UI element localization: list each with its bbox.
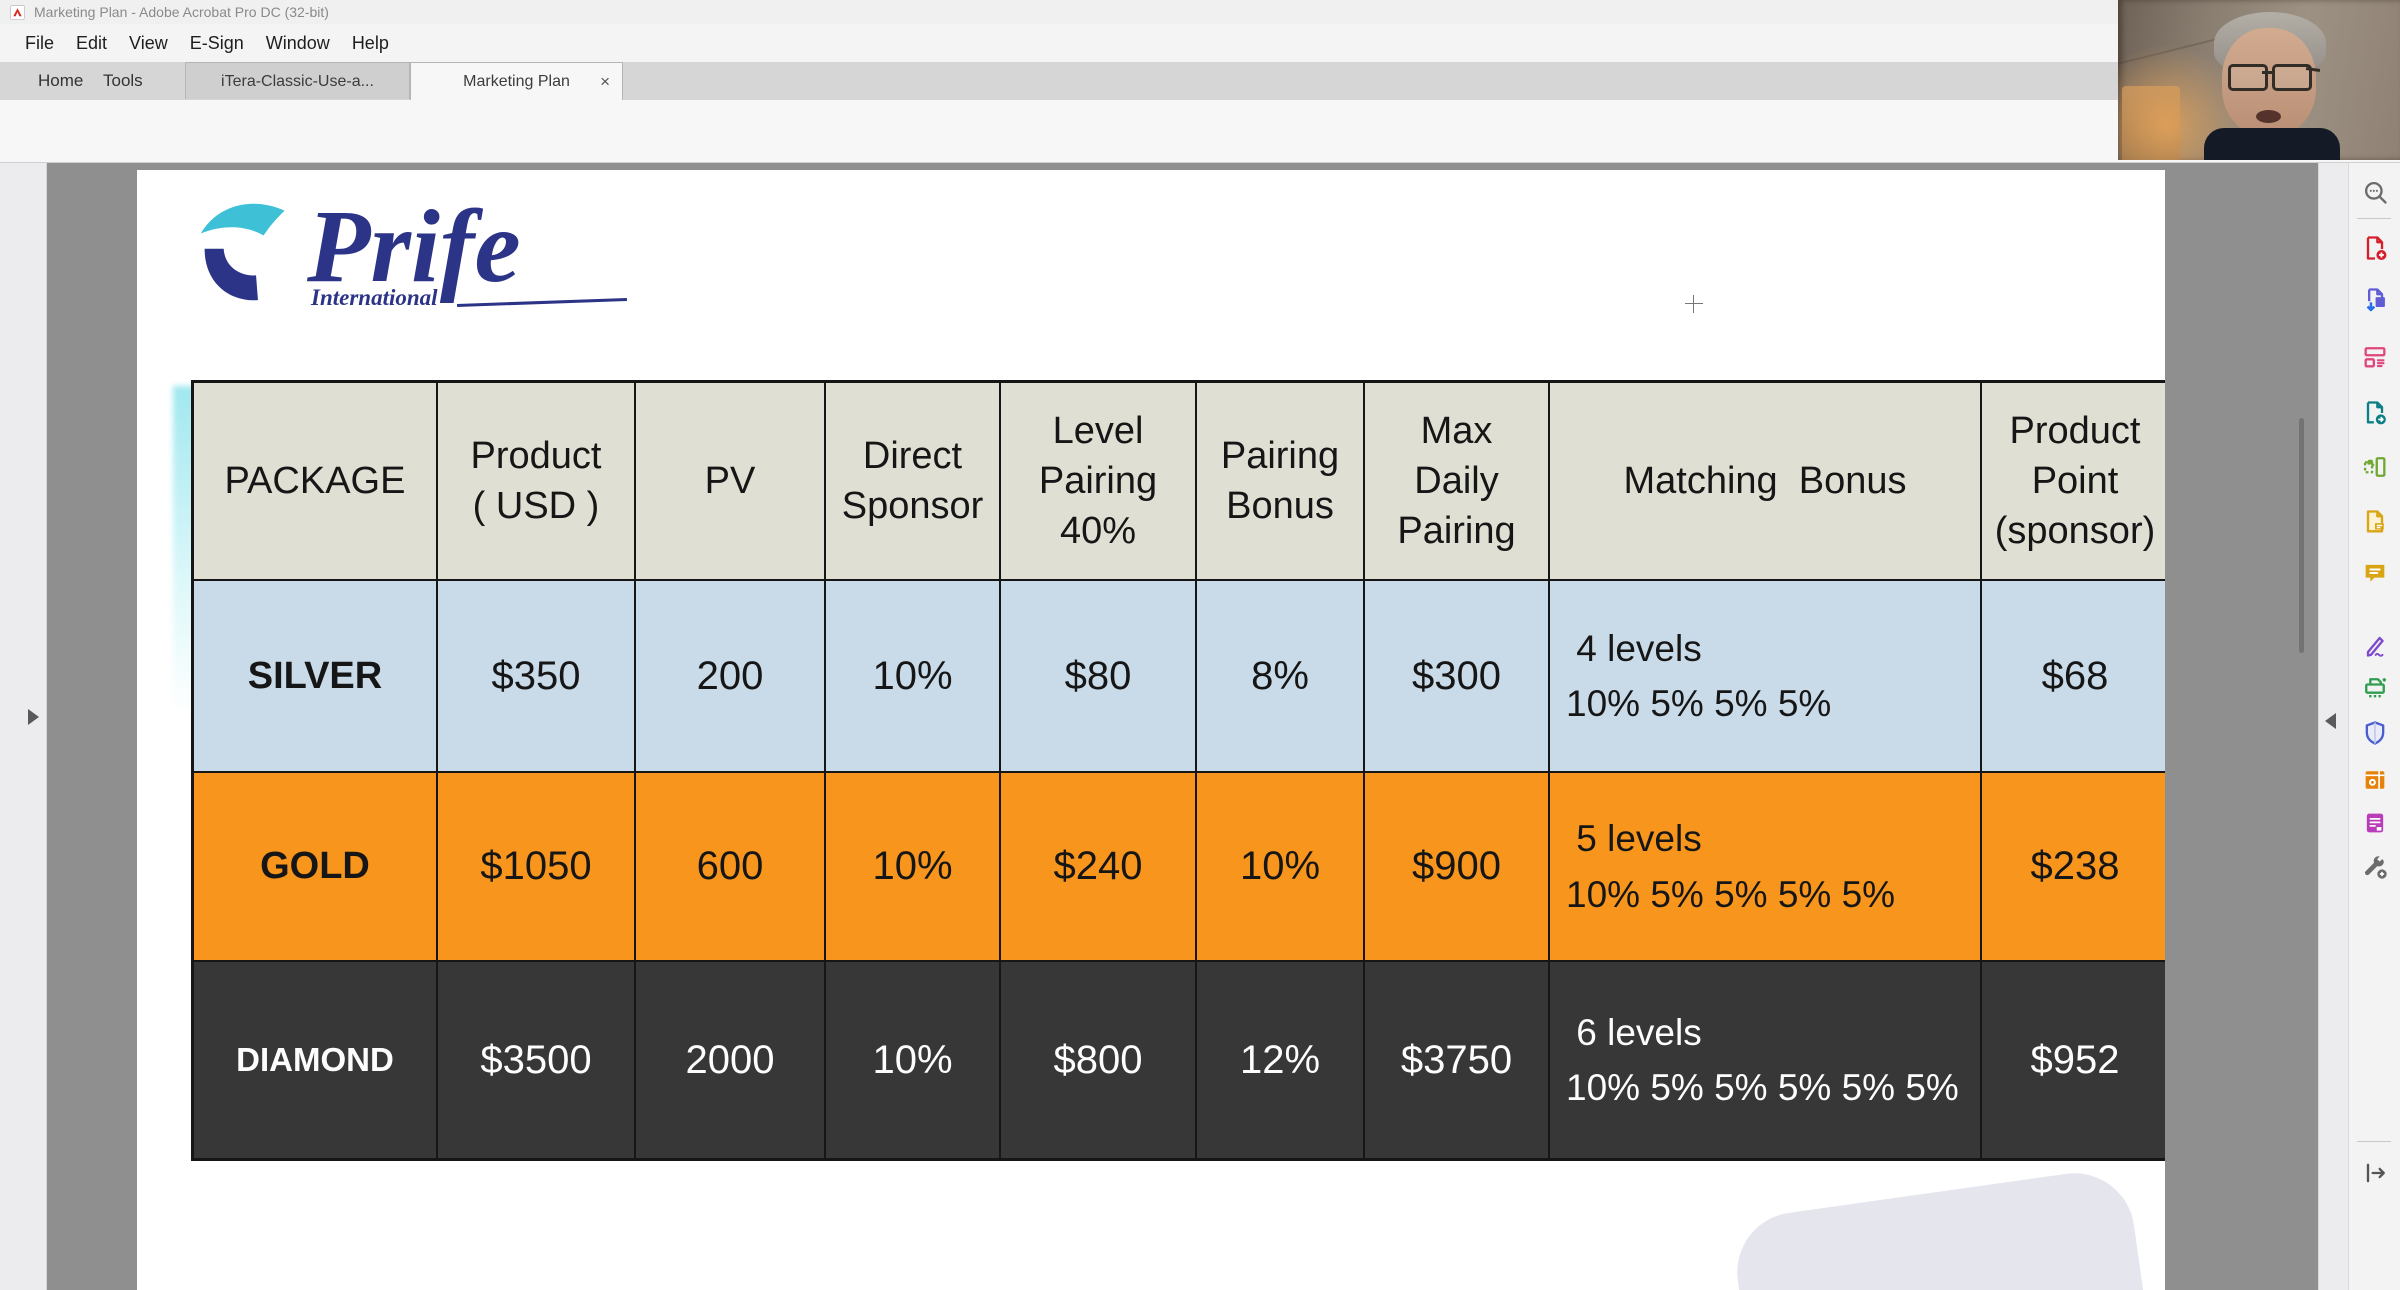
cell-level-pairing: $800 — [1001, 962, 1195, 1158]
cell-package: DIAMOND — [194, 962, 436, 1158]
tools-rail — [2348, 163, 2400, 1290]
cell-direct-sponsor: 10% — [826, 962, 999, 1158]
package-table: PACKAGE Product ( USD ) PV Direct Sponso… — [191, 380, 2165, 1161]
more-tools-icon[interactable] — [2360, 852, 2390, 882]
fill-sign-icon[interactable] — [2360, 630, 2390, 660]
presenter-mouth — [2256, 110, 2281, 123]
cell-pv: 200 — [636, 581, 824, 771]
organize-pages-icon[interactable] — [2360, 452, 2390, 482]
cell-product-point: $238 — [1982, 773, 2165, 960]
export-pdf-icon[interactable] — [2360, 285, 2390, 315]
comment-icon[interactable] — [2360, 558, 2390, 588]
table-header-row: PACKAGE Product ( USD ) PV Direct Sponso… — [194, 383, 2165, 579]
request-comments-icon[interactable] — [2360, 507, 2390, 537]
close-tab-icon[interactable]: × — [600, 72, 610, 91]
search-document-icon[interactable] — [2360, 177, 2390, 207]
vertical-scrollbar-thumb[interactable] — [2299, 418, 2304, 653]
cell-matching-bonus: 5 levels 10% 5% 5% 5% 5% — [1550, 773, 1980, 960]
document-viewport: Prife International PACKAGE Product ( US… — [0, 163, 2400, 1290]
table-row-silver: SILVER $350 200 10% $80 8% $300 4 levels… — [194, 581, 2165, 771]
doc-tab-marketing-plan-label: Marketing Plan — [463, 73, 570, 90]
acrobat-app-icon — [10, 4, 25, 20]
menu-file[interactable]: File — [25, 32, 55, 53]
header-product-point: Product Point (sponsor) — [1982, 383, 2165, 579]
main-toolbar: 4 / 13 109% — [0, 100, 2400, 250]
cell-direct-sponsor: 10% — [826, 773, 999, 960]
title-bar: Marketing Plan - Adobe Acrobat Pro DC (3… — [0, 0, 2400, 24]
glasses-lens — [2228, 64, 2268, 91]
menu-edit[interactable]: Edit — [76, 32, 108, 53]
menu-esign[interactable]: E-Sign — [189, 32, 244, 53]
cell-package: SILVER — [194, 581, 436, 771]
prife-logo: Prife International — [197, 189, 628, 314]
menu-view[interactable]: View — [129, 32, 168, 53]
right-panel-gutter[interactable] — [2318, 163, 2349, 1290]
tab-tools[interactable]: Tools — [103, 71, 143, 90]
cell-pairing-bonus: 8% — [1197, 581, 1363, 771]
cell-level-pairing: $80 — [1001, 581, 1195, 771]
rail-divider — [2357, 1141, 2391, 1142]
cell-product-point: $952 — [1982, 962, 2165, 1158]
cell-product-usd: $1050 — [438, 773, 634, 960]
page-watermark-shape — [1729, 1165, 2165, 1290]
prife-logo-swoosh — [200, 203, 285, 301]
cell-level-pairing: $240 — [1001, 773, 1195, 960]
cell-max-daily-pairing: $300 — [1365, 581, 1548, 771]
doc-tab-itera-label: iTera-Classic-Use-a... — [221, 73, 374, 90]
logo-subtitle-text: International — [311, 285, 438, 311]
rich-media-icon[interactable] — [2360, 765, 2390, 795]
glasses-bridge — [2262, 71, 2272, 74]
pdf-page: Prife International PACKAGE Product ( US… — [137, 170, 2165, 1290]
cell-package: GOLD — [194, 773, 436, 960]
webcam-overlay — [2118, 0, 2400, 160]
rail-divider — [2357, 218, 2391, 219]
logo-brand-text: Prife — [307, 189, 521, 304]
header-level-pairing: Level Pairing 40% — [1001, 383, 1195, 579]
edit-pdf-icon[interactable] — [2360, 342, 2390, 372]
expand-panel-icon[interactable] — [2360, 1158, 2390, 1188]
cell-product-point: $68 — [1982, 581, 2165, 771]
left-panel-gutter[interactable] — [0, 163, 47, 1290]
menu-window[interactable]: Window — [265, 32, 330, 53]
table-row-diamond: DIAMOND $3500 2000 10% $800 12% $3750 6 … — [194, 962, 2165, 1158]
menu-bar: File Edit View E-Sign Window Help — [0, 24, 2400, 62]
collapse-right-panel-icon[interactable] — [2325, 713, 2336, 729]
header-product-usd: Product ( USD ) — [438, 383, 634, 579]
glasses-lens — [2272, 64, 2312, 91]
cell-product-usd: $350 — [438, 581, 634, 771]
cell-pairing-bonus: 12% — [1197, 962, 1363, 1158]
cell-product-usd: $3500 — [438, 962, 634, 1158]
tab-home[interactable]: Home — [38, 71, 84, 90]
header-direct-sponsor: Direct Sponsor — [826, 383, 999, 579]
header-pv: PV — [636, 383, 824, 579]
doc-tab-marketing-plan[interactable]: Marketing Plan × — [410, 62, 623, 100]
expand-left-panel-icon[interactable] — [28, 709, 39, 725]
cell-matching-bonus: 4 levels 10% 5% 5% 5% — [1550, 581, 1980, 771]
scan-ocr-icon[interactable] — [2360, 673, 2390, 703]
cell-pv: 600 — [636, 773, 824, 960]
share-pdf-icon[interactable] — [2360, 398, 2390, 428]
table-row-gold: GOLD $1050 600 10% $240 10% $900 5 level… — [194, 773, 2165, 960]
cell-max-daily-pairing: $900 — [1365, 773, 1548, 960]
teal-highlight-decor — [173, 386, 195, 716]
window-title: Marketing Plan - Adobe Acrobat Pro DC (3… — [34, 4, 329, 20]
cell-pairing-bonus: 10% — [1197, 773, 1363, 960]
header-max-daily-pairing: Max Daily Pairing — [1365, 383, 1548, 579]
cell-max-daily-pairing: $3750 — [1365, 962, 1548, 1158]
cell-pv: 2000 — [636, 962, 824, 1158]
header-package: PACKAGE — [194, 383, 436, 579]
header-matching-bonus: Matching Bonus — [1550, 383, 1980, 579]
cursor-crosshair — [1685, 295, 1703, 313]
header-pairing-bonus: Pairing Bonus — [1197, 383, 1363, 579]
cell-direct-sponsor: 10% — [826, 581, 999, 771]
cell-matching-bonus: 6 levels 10% 5% 5% 5% 5% 5% — [1550, 962, 1980, 1158]
protect-icon[interactable] — [2360, 718, 2390, 748]
tab-bar: Home Tools iTera-Classic-Use-a... Market… — [0, 62, 2400, 100]
prepare-form-icon[interactable] — [2360, 808, 2390, 838]
presenter-shoulders — [2204, 128, 2340, 160]
create-pdf-icon[interactable] — [2360, 233, 2390, 263]
doc-tab-itera[interactable]: iTera-Classic-Use-a... — [185, 62, 410, 99]
menu-help[interactable]: Help — [351, 32, 389, 53]
